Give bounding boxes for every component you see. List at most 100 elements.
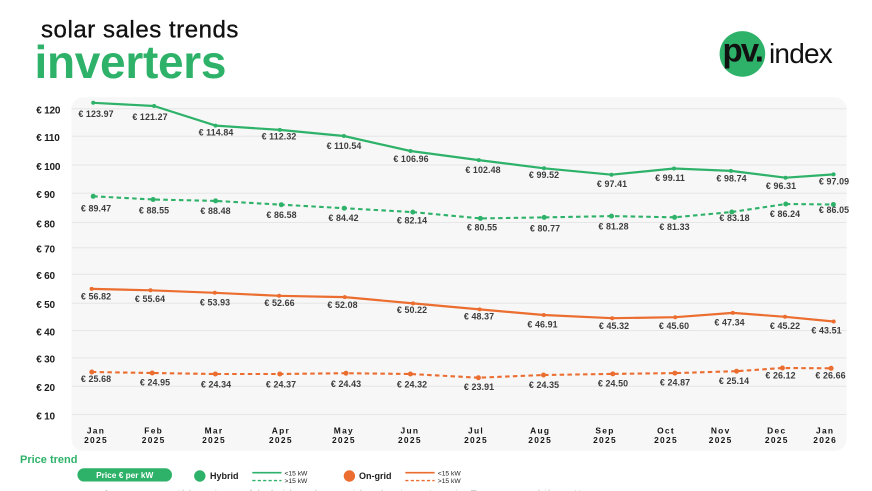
svg-text:On-grid: On-grid: [359, 471, 392, 481]
svg-text:€ 50.22: € 50.22: [397, 305, 427, 315]
svg-text:€ 70: € 70: [36, 245, 55, 256]
svg-text:€ 48.37: € 48.37: [464, 312, 494, 322]
svg-text:€ 86.24: € 86.24: [770, 209, 800, 219]
svg-text:2025: 2025: [202, 435, 226, 445]
svg-text:€ 20: € 20: [36, 383, 55, 394]
svg-text:€ 50: € 50: [36, 300, 55, 311]
svg-text:2025: 2025: [398, 435, 422, 445]
svg-text:€ 83.18: € 83.18: [719, 213, 749, 223]
svg-text:€ 97.41: € 97.41: [597, 179, 627, 189]
svg-text:€ 10: € 10: [36, 411, 55, 422]
svg-text:2025: 2025: [654, 435, 678, 445]
svg-text:€ 99.11: € 99.11: [655, 173, 685, 183]
svg-text:Hybrid: Hybrid: [210, 471, 239, 481]
svg-text:2025: 2025: [593, 435, 617, 445]
svg-text:2025: 2025: [464, 435, 488, 445]
svg-text:<15 kW: <15 kW: [285, 470, 309, 477]
svg-text:Jan: Jan: [816, 426, 834, 436]
svg-text:€ 43.51: € 43.51: [811, 326, 841, 336]
svg-text:€ 52.66: € 52.66: [264, 298, 294, 308]
svg-text:€ 26.66: € 26.66: [815, 371, 845, 381]
svg-text:€ 45.32: € 45.32: [599, 321, 629, 331]
svg-text:€ 25.68: € 25.68: [81, 374, 111, 384]
svg-text:pv.: pv.: [723, 32, 763, 69]
svg-text:€ 82.14: € 82.14: [397, 216, 427, 226]
svg-text:>15 kW: >15 kW: [438, 478, 462, 485]
svg-text:Jun: Jun: [401, 426, 420, 436]
svg-text:€ 120: € 120: [36, 106, 61, 117]
svg-text:€ 81.28: € 81.28: [598, 222, 628, 232]
svg-text:€ 52.08: € 52.08: [327, 300, 357, 310]
svg-text:€ 88.48: € 88.48: [200, 206, 230, 216]
svg-text:€ 80: € 80: [36, 219, 55, 230]
svg-text:€ 110.54: € 110.54: [327, 141, 362, 151]
svg-text:€ 96.31: € 96.31: [766, 181, 796, 191]
svg-text:€ 97.09: € 97.09: [819, 177, 849, 187]
svg-text:€ 90: € 90: [36, 190, 55, 201]
svg-text:€ 24.87: € 24.87: [660, 378, 690, 388]
svg-text:€ 100: € 100: [36, 162, 61, 173]
svg-text:>15 kW: >15 kW: [285, 478, 309, 485]
svg-text:2025: 2025: [269, 435, 293, 445]
svg-text:€ 24.34: € 24.34: [201, 380, 231, 390]
svg-text:€ 114.84: € 114.84: [199, 128, 234, 138]
svg-text:€ 86.58: € 86.58: [266, 210, 296, 220]
svg-text:€ 26.12: € 26.12: [765, 371, 795, 381]
svg-text:2026: 2026: [813, 435, 837, 445]
svg-text:2025: 2025: [332, 435, 356, 445]
svg-text:€ 56.82: € 56.82: [81, 292, 111, 302]
svg-text:€ 30: € 30: [36, 355, 55, 366]
svg-text:€ 23.91: € 23.91: [464, 382, 494, 392]
svg-text:€ 89.47: € 89.47: [81, 204, 111, 214]
svg-text:€ 40: € 40: [36, 327, 55, 338]
svg-text:€ 53.93: € 53.93: [200, 298, 230, 308]
svg-text:€ 24.32: € 24.32: [397, 380, 427, 390]
svg-text:€ 55.64: € 55.64: [135, 294, 165, 304]
svg-text:€ 47.34: € 47.34: [714, 318, 744, 328]
svg-text:€ 123.97: € 123.97: [78, 109, 113, 119]
svg-text:€ 24.95: € 24.95: [140, 378, 170, 388]
svg-text:Average monthly prices of hybr: Average monthly prices of hybrid and on-…: [103, 489, 583, 491]
svg-text:Price trend: Price trend: [20, 454, 77, 466]
svg-text:€ 106.96: € 106.96: [393, 154, 428, 164]
svg-text:Aug: Aug: [530, 426, 550, 436]
svg-text:Mar: Mar: [205, 426, 224, 436]
svg-text:Jan: Jan: [87, 426, 105, 436]
svg-text:2025: 2025: [142, 435, 166, 445]
svg-text:€ 121.27: € 121.27: [132, 112, 167, 122]
svg-text:€ 60: € 60: [36, 271, 55, 282]
svg-text:€ 81.33: € 81.33: [659, 222, 689, 232]
svg-text:€ 84.42: € 84.42: [328, 213, 358, 223]
svg-text:inverters: inverters: [35, 36, 227, 88]
svg-text:€ 80.77: € 80.77: [530, 224, 560, 234]
svg-text:€ 25.14: € 25.14: [719, 376, 749, 386]
svg-text:<15 kW: <15 kW: [438, 470, 462, 477]
svg-text:Oct: Oct: [657, 426, 675, 436]
svg-text:2025: 2025: [709, 435, 733, 445]
svg-text:Jul: Jul: [468, 426, 484, 436]
svg-text:€ 46.91: € 46.91: [527, 320, 557, 330]
svg-text:€ 24.43: € 24.43: [331, 379, 361, 389]
svg-text:€ 102.48: € 102.48: [465, 165, 500, 175]
svg-text:€ 45.60: € 45.60: [659, 321, 689, 331]
svg-text:Price € per kW: Price € per kW: [96, 470, 153, 480]
svg-text:May: May: [334, 426, 354, 436]
svg-text:€ 24.50: € 24.50: [598, 379, 628, 389]
svg-text:€ 45.22: € 45.22: [770, 321, 800, 331]
svg-text:€ 80.55: € 80.55: [467, 223, 497, 233]
svg-text:Nov: Nov: [711, 426, 731, 436]
svg-text:€ 88.55: € 88.55: [139, 206, 169, 216]
svg-text:2025: 2025: [528, 435, 552, 445]
svg-text:€ 24.37: € 24.37: [266, 380, 296, 390]
svg-text:€ 112.32: € 112.32: [262, 132, 297, 142]
svg-text:€ 110: € 110: [36, 133, 60, 144]
svg-text:solar sales trends: solar sales trends: [41, 17, 239, 44]
svg-text:Apr: Apr: [272, 426, 290, 436]
svg-text:2025: 2025: [765, 435, 789, 445]
svg-text:€ 86.05: € 86.05: [819, 205, 849, 215]
svg-text:2025: 2025: [84, 435, 108, 445]
svg-text:Sep: Sep: [595, 426, 614, 436]
svg-text:Dec: Dec: [767, 426, 786, 436]
svg-text:Feb: Feb: [144, 426, 163, 436]
svg-text:index: index: [769, 38, 833, 69]
